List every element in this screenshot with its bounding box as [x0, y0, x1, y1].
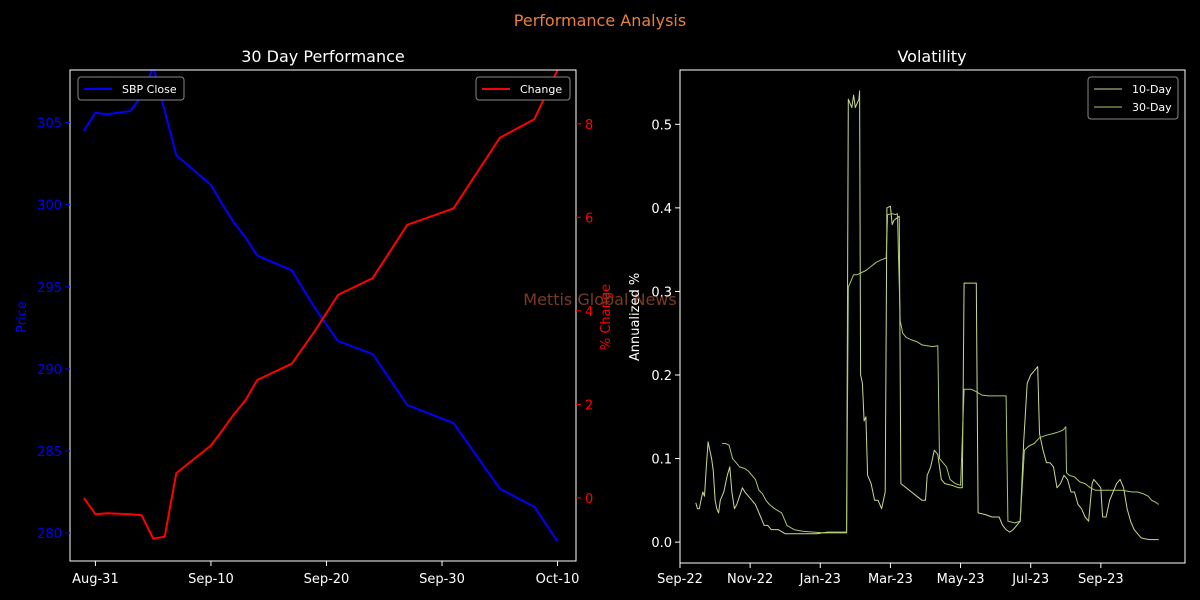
left-x-tick-label: Aug-31	[72, 572, 119, 587]
volatility-x-tick-label: May-23	[937, 572, 985, 587]
watermark: Mettis Global News	[523, 290, 676, 309]
right-y-tick-label: 4	[585, 305, 593, 320]
volatility-y-tick-label: 0.4	[651, 202, 672, 217]
volatility-x-tick-label: Sep-22	[657, 572, 703, 587]
right-y-tick-label: 8	[585, 118, 593, 133]
left-x-tick-label: Oct-10	[536, 572, 580, 587]
left-x-tick-label: Sep-30	[419, 572, 465, 587]
volatility-x-tick-label: Jul-23	[1011, 572, 1049, 587]
legend-price: SBP Close	[77, 76, 185, 101]
volatility-y-tick-label: 0.0	[651, 536, 672, 551]
series-line-10-day	[695, 90, 1159, 541]
left-y-tick-label: 280	[37, 527, 62, 542]
legend-price-label: SBP Close	[122, 83, 177, 96]
left-plot-frame	[69, 69, 577, 562]
legend-vol30-label: 30-Day	[1132, 101, 1172, 114]
volatility-x-tick-label: Sep-23	[1078, 572, 1124, 587]
legend-change-box	[475, 76, 571, 101]
legend-volatility: 10-Day 30-Day	[1087, 76, 1179, 120]
left-y-tick-label: 300	[37, 199, 62, 214]
left-y-axis-label: Price	[15, 301, 30, 333]
left-x-tick-label: Sep-10	[188, 572, 234, 587]
legend-change: Change	[475, 76, 571, 101]
volatility-x-tick-label: Mar-23	[868, 572, 913, 587]
left-y-tick-label: 290	[37, 363, 62, 378]
series-line-change	[83, 70, 559, 540]
right-y-tick-label: 2	[585, 398, 593, 413]
left-y-tick-label: 305	[37, 117, 62, 132]
left-chart-title: 30 Day Performance	[241, 47, 405, 66]
suptitle: Performance Analysis	[514, 11, 686, 30]
legend-price-box	[77, 76, 185, 101]
volatility-x-tick-label: Jan-23	[799, 572, 841, 587]
volatility-y-tick-label: 0.2	[651, 369, 672, 384]
volatility-y-tick-label: 0.5	[651, 118, 672, 133]
series-line-sbp-close	[83, 70, 559, 542]
right-y-axis-label: % Change	[599, 284, 614, 350]
volatility-y-tick-label: 0.3	[651, 285, 672, 300]
left-y-tick-label: 295	[37, 281, 62, 296]
legend-vol10-label: 10-Day	[1132, 83, 1172, 96]
left-y-tick-label: 285	[37, 445, 62, 460]
left-x-tick-label: Sep-20	[304, 572, 350, 587]
legend-volatility-box	[1087, 76, 1179, 120]
right-chart-title: Volatility	[897, 47, 966, 66]
series-line-30-day	[722, 213, 1159, 534]
volatility-y-axis-label: Annualized %	[628, 273, 643, 361]
right-y-tick-label: 0	[585, 492, 593, 507]
legend-change-label: Change	[520, 83, 562, 96]
volatility-x-tick-label: Nov-22	[727, 572, 773, 587]
volatility-y-tick-label: 0.1	[651, 453, 672, 468]
price-change-chart: 30 Day Performance Aug-31 Sep-10 Sep-20 Sep…	[15, 47, 614, 587]
volatility-chart: Volatility Sep-22 Nov-22 Jan-23 Mar-23 May-2…	[628, 47, 1186, 587]
volatility-plot-frame	[679, 69, 1186, 564]
right-y-tick-label: 6	[585, 211, 593, 226]
